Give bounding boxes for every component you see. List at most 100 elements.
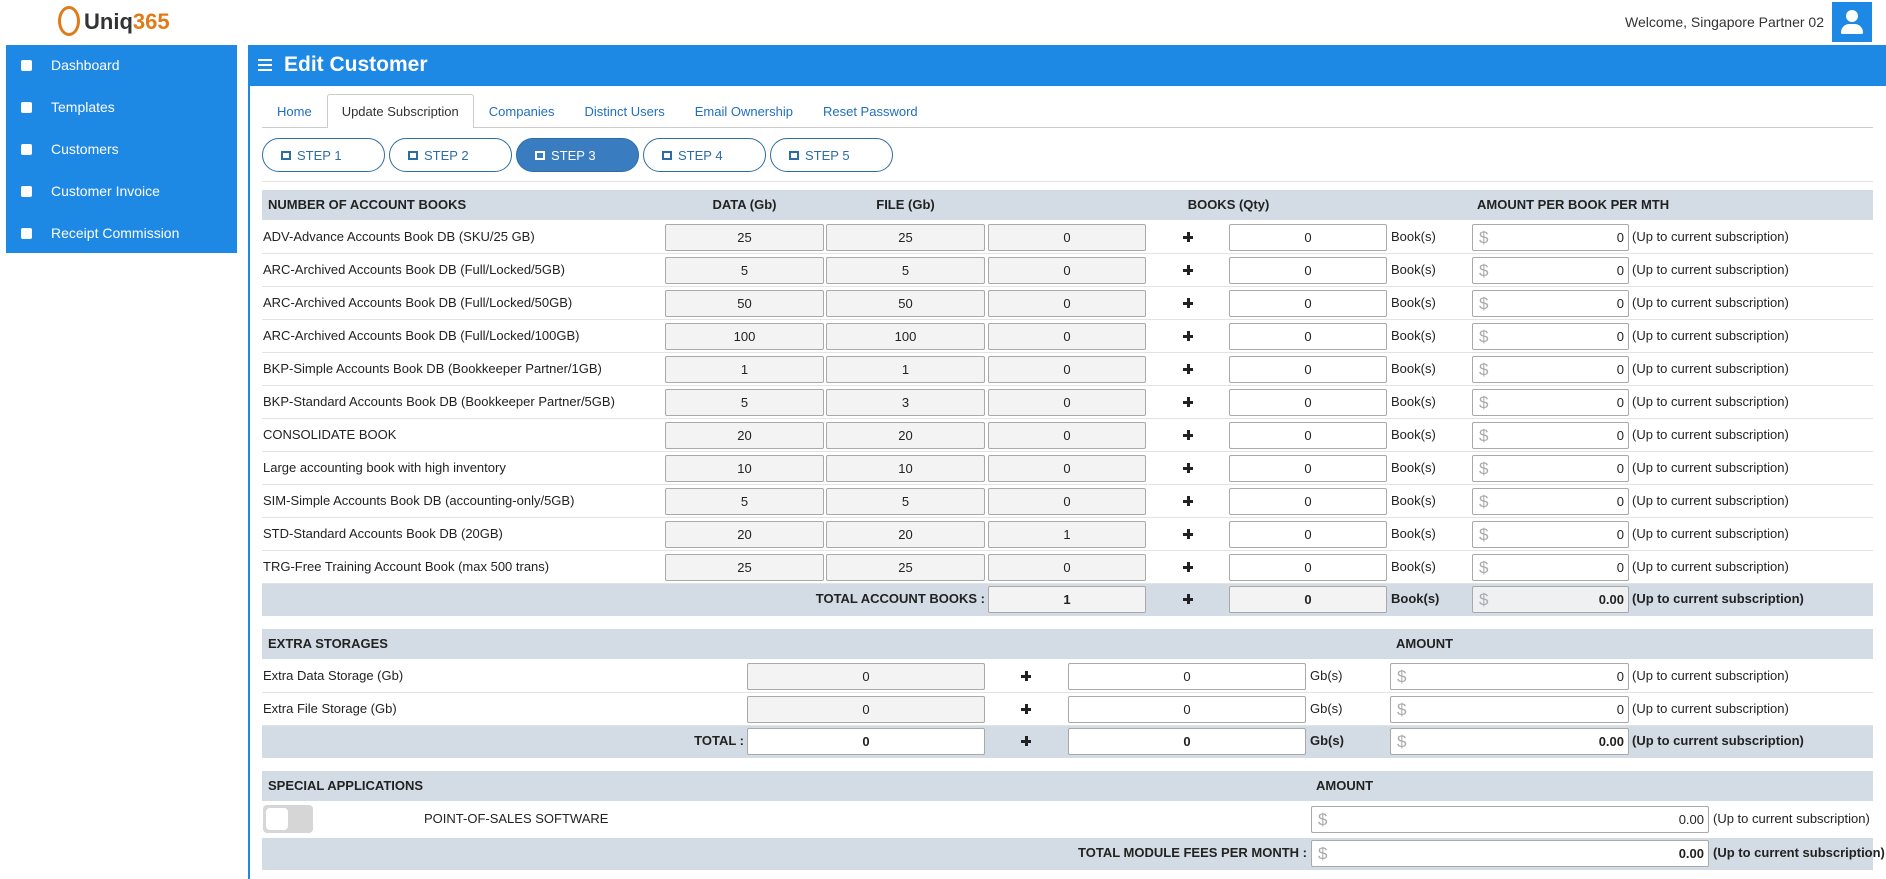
step-label: STEP 1 (297, 147, 342, 163)
current-qty-field: 0 (988, 323, 1146, 350)
amount-field[interactable]: $0 (1472, 422, 1629, 449)
amount-field[interactable]: $0 (1472, 290, 1629, 317)
add-storage-field[interactable]: 0 (1068, 696, 1306, 723)
add-qty-field[interactable]: 0 (1229, 554, 1387, 581)
file-field: 100 (826, 323, 985, 350)
sidebar-item[interactable]: Dashboard (6, 45, 237, 87)
amount-value: 0 (1616, 494, 1624, 509)
step-button[interactable]: STEP 4 (643, 138, 766, 172)
amount-field[interactable]: $0 (1472, 257, 1629, 284)
data-field: 25 (665, 554, 824, 581)
amount-field[interactable]: $0 (1472, 554, 1629, 581)
amount-field[interactable]: $0 (1472, 389, 1629, 416)
user-avatar-button[interactable] (1832, 2, 1872, 42)
amount-value: 0 (1616, 362, 1624, 377)
amount-field[interactable]: $0 (1472, 455, 1629, 482)
logo-accent: 365 (132, 9, 170, 34)
step-label: STEP 2 (424, 147, 469, 163)
add-qty-field[interactable]: 0 (1229, 290, 1387, 317)
currency-symbol: $ (1479, 326, 1489, 346)
book-name: CONSOLIDATE BOOK (263, 427, 397, 442)
sidebar-icon (21, 60, 32, 71)
tab[interactable]: Email Ownership (694, 104, 793, 119)
amount-value: 0 (1616, 329, 1624, 344)
sidebar-item[interactable]: Customer Invoice (6, 171, 237, 213)
amount-field[interactable]: $0 (1472, 224, 1629, 251)
step-button[interactable]: STEP 1 (262, 138, 385, 172)
note: (Up to current subscription) (1713, 845, 1885, 860)
file-field: 20 (826, 422, 985, 449)
amount-field[interactable]: $0 (1472, 521, 1629, 548)
amount-field[interactable]: $0 (1472, 488, 1629, 515)
book-name: TRG-Free Training Account Book (max 500 … (263, 559, 550, 574)
amount-field[interactable]: $0.00 (1311, 806, 1709, 833)
column-header: AMOUNT PER BOOK PER MTH (1477, 197, 1670, 212)
book-name: SIM-Simple Accounts Book DB (accounting-… (263, 493, 575, 508)
plus-icon (1183, 364, 1193, 374)
currency-symbol: $ (1479, 425, 1489, 445)
menu-toggle[interactable] (258, 59, 272, 61)
unit-label: Book(s) (1391, 559, 1436, 574)
row-divider (262, 286, 1873, 287)
unit-label: Gb(s) (1310, 733, 1344, 748)
sidebar-icon (21, 144, 32, 155)
amount-field[interactable]: $0 (1390, 696, 1629, 723)
add-qty-field[interactable]: 0 (1229, 257, 1387, 284)
unit-label: Gb(s) (1310, 668, 1343, 683)
tab[interactable]: Reset Password (822, 104, 918, 119)
currency-symbol: $ (1479, 557, 1489, 577)
amount-field[interactable]: $0 (1472, 323, 1629, 350)
section-header (262, 629, 1873, 659)
add-qty-field[interactable]: 0 (1229, 224, 1387, 251)
currency-symbol: $ (1479, 491, 1489, 511)
current-storage-field: 0 (747, 663, 985, 690)
sidebar-item[interactable]: Templates (6, 87, 237, 129)
data-field: 25 (665, 224, 824, 251)
welcome-text: Welcome, Singapore Partner 02 (1625, 14, 1824, 30)
tab[interactable]: Home (277, 104, 312, 119)
add-qty-field[interactable]: 0 (1229, 422, 1387, 449)
sidebar-icon (21, 228, 32, 239)
tab[interactable]: Distinct Users (584, 104, 665, 119)
unit-label: Book(s) (1391, 394, 1436, 409)
sidebar: Dashboard Templates Customers Customer Invo… (6, 45, 237, 253)
add-qty-field[interactable]: 0 (1229, 455, 1387, 482)
amount-value: 0 (1616, 428, 1624, 443)
currency-symbol: $ (1479, 524, 1489, 544)
amount-field[interactable]: $0 (1390, 663, 1629, 690)
amount-field[interactable]: $0.00 (1311, 840, 1709, 867)
add-qty-field[interactable]: 0 (1229, 389, 1387, 416)
sidebar-item[interactable]: Customers (6, 129, 237, 171)
amount-field[interactable]: $0 (1472, 356, 1629, 383)
add-storage-field[interactable]: 0 (1068, 663, 1306, 690)
add-qty-field[interactable]: 0 (1229, 356, 1387, 383)
total-label: TOTAL ACCOUNT BOOKS : (815, 591, 985, 606)
step-button[interactable]: STEP 3 (516, 138, 639, 172)
file-field: 25 (826, 224, 985, 251)
current-qty-field: 0 (988, 554, 1146, 581)
row-divider (262, 583, 1873, 584)
add-qty-field[interactable]: 0 (1229, 323, 1387, 350)
book-name: ARC-Archived Accounts Book DB (Full/Lock… (263, 295, 573, 310)
step-button[interactable]: STEP 5 (770, 138, 893, 172)
toggle-switch[interactable] (263, 805, 313, 833)
row-divider (262, 385, 1873, 386)
plus-icon (1183, 232, 1193, 242)
note: (Up to current subscription) (1632, 701, 1789, 716)
currency-symbol: $ (1397, 666, 1407, 686)
section-title: SPECIAL APPLICATIONS (268, 778, 424, 793)
currency-symbol: $ (1479, 458, 1489, 478)
tab[interactable]: Update Subscription (326, 94, 474, 128)
add-qty-field[interactable]: 0 (1229, 488, 1387, 515)
unit-label: Book(s) (1391, 262, 1436, 277)
sidebar-item[interactable]: Receipt Commission (6, 213, 237, 255)
step-button[interactable]: STEP 2 (389, 138, 512, 172)
toggle-knob (266, 808, 288, 830)
sidebar-icon (21, 186, 32, 197)
step-label: STEP 5 (805, 147, 850, 163)
tab[interactable]: Companies (488, 104, 555, 119)
add-qty-field[interactable]: 0 (1229, 521, 1387, 548)
amount-field[interactable]: $0.00 (1390, 728, 1629, 755)
note: (Up to current subscription) (1632, 295, 1789, 310)
logo-text: Uniq (84, 9, 133, 34)
